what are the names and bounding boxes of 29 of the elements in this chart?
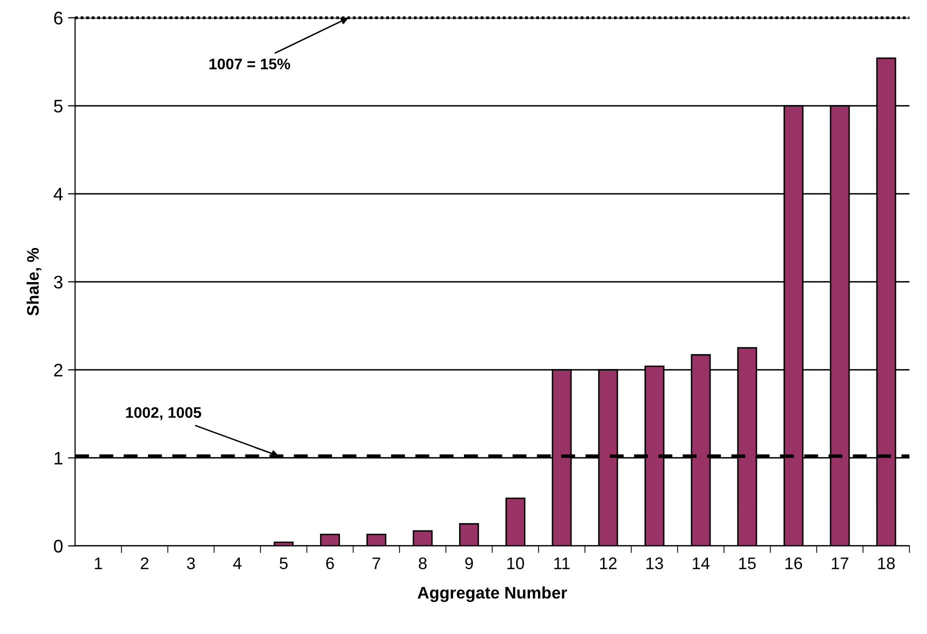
x-axis-title: Aggregate Number bbox=[418, 586, 567, 602]
x-tick-label: 14 bbox=[692, 558, 710, 570]
x-tick-label: 17 bbox=[832, 558, 848, 570]
x-tick-label: 12 bbox=[600, 557, 617, 570]
x-tick-label: 16 bbox=[786, 557, 802, 570]
x-tick-label: 3 bbox=[186, 557, 195, 570]
x-tick-label: 18 bbox=[878, 557, 895, 570]
y-axis-title: Shale, % bbox=[26, 248, 42, 316]
y-tick-label: 1 bbox=[54, 452, 62, 464]
y-tick-label: 6 bbox=[54, 12, 62, 24]
y-tick-label: 0 bbox=[54, 540, 63, 553]
annotation: 1007 = 15% bbox=[210, 58, 290, 70]
x-tick-label: 11 bbox=[554, 558, 570, 570]
annotation: 1002, 1005 bbox=[126, 407, 202, 420]
x-tick-label: 6 bbox=[326, 557, 334, 570]
x-tick-label: 13 bbox=[646, 557, 663, 570]
x-tick-label: 15 bbox=[739, 558, 756, 570]
x-tick-label: 1 bbox=[94, 558, 102, 570]
x-tick-label: 10 bbox=[507, 557, 524, 570]
x-tick-label: 5 bbox=[280, 558, 288, 570]
x-tick-label: 8 bbox=[418, 557, 427, 570]
x-tick-label: 4 bbox=[233, 558, 242, 570]
x-tick-label: 7 bbox=[372, 558, 380, 570]
y-tick-label: 3 bbox=[54, 276, 62, 289]
x-tick-label: 9 bbox=[465, 557, 473, 570]
y-tick-label: 4 bbox=[54, 188, 63, 200]
y-tick-label: 5 bbox=[54, 100, 63, 112]
y-tick-label: 2 bbox=[54, 364, 62, 376]
x-tick-label: 2 bbox=[140, 557, 148, 570]
